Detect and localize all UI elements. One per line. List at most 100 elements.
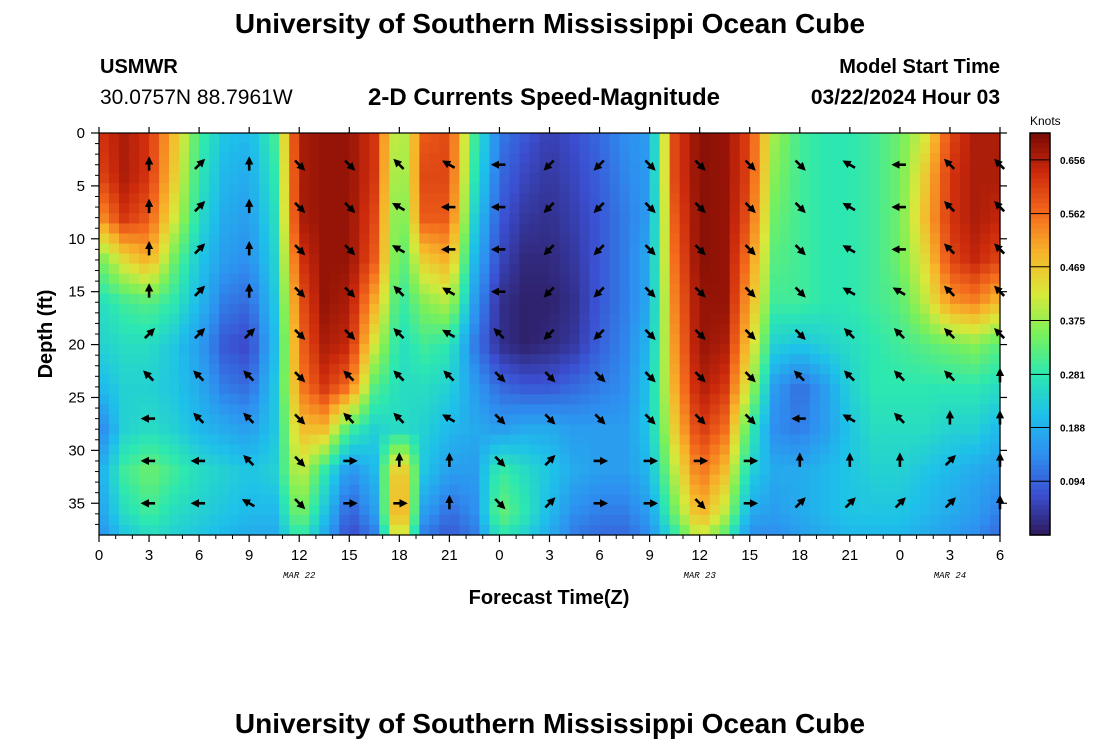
heatmap-cell [669,394,681,405]
heatmap-cell [409,143,420,154]
heatmap-cell [719,213,731,225]
heatmap-cell [729,404,741,415]
heatmap-cell [329,454,340,466]
heatmap-cell [779,263,791,275]
heatmap-cell [399,404,410,415]
heatmap-cell [419,293,430,305]
heatmap-cell [939,133,951,144]
date-label: MAR 23 [683,571,716,581]
heatmap-cell [589,524,601,536]
heatmap-cell [519,253,531,265]
heatmap-cell [919,414,931,426]
colorbar-segment [1030,278,1050,285]
heatmap-cell [539,253,551,265]
heatmap-cell [579,464,591,476]
heatmap-cell [959,233,971,245]
heatmap-cell [929,283,941,295]
heatmap-cell [789,143,801,154]
heatmap-cell [259,153,270,164]
heatmap-cell [269,303,280,315]
heatmap-cell [629,434,641,446]
heatmap-cell [179,213,190,225]
heatmap-cell [579,223,591,235]
heatmap-cell [949,374,961,385]
heatmap-cell [299,143,310,154]
heatmap-cell [99,514,110,526]
heatmap-cell [209,434,220,446]
heatmap-cell [969,243,981,255]
heatmap-cell [749,524,761,536]
heatmap-cell [339,283,350,295]
heatmap-cell [229,253,240,265]
current-vector-arrow [494,371,506,383]
heatmap-cell [339,243,350,255]
heatmap-cell [959,173,971,184]
heatmap-cell [819,193,831,204]
heatmap-cell [379,344,390,355]
heatmap-cell [949,263,961,275]
x-tick-label: 0 [495,547,503,564]
current-vector-arrow [393,285,405,297]
heatmap-cell [679,193,691,204]
heatmap-cell [739,253,751,265]
heatmap-cell [819,133,831,144]
heatmap-cell [99,203,110,214]
heatmap-cell [859,334,871,345]
heatmap-cell [289,153,300,164]
heatmap-cell [259,364,270,375]
heatmap-cell [159,193,170,204]
heatmap-cell [469,193,481,204]
heatmap-cell [969,474,981,486]
heatmap-cell [689,444,701,456]
heatmap-cell [779,273,791,285]
heatmap-cell [399,313,410,325]
heatmap-cell [159,394,170,405]
heatmap-cell [909,303,921,315]
heatmap-cell [349,374,360,385]
heatmap-cell [619,514,631,526]
heatmap-cell [279,263,290,275]
heatmap-cell [319,424,330,436]
heatmap-cell [179,163,190,174]
heatmap-cell [829,143,841,154]
heatmap-cell [169,243,180,255]
heatmap-cell [259,354,270,365]
heatmap-cell [499,143,511,154]
heatmap-cell [329,364,340,375]
heatmap-cell [519,384,531,395]
heatmap-cell [739,384,751,395]
heatmap-cell [909,243,921,255]
heatmap-cell [989,133,1001,144]
heatmap-cell [309,374,320,385]
heatmap-cell [459,374,471,385]
heatmap-cell [119,303,130,315]
heatmap-cell [509,183,521,194]
heatmap-cell [299,424,310,436]
heatmap-cell [269,454,280,466]
heatmap-cell [939,484,951,496]
heatmap-cell [689,153,701,164]
heatmap-cell [159,514,170,526]
heatmap-cell [249,494,260,506]
heatmap-cell [819,434,831,446]
heatmap-cell [969,303,981,315]
heatmap-cell [799,474,811,486]
heatmap-cell [809,253,821,265]
heatmap-cell [589,323,601,335]
heatmap-cell [109,334,120,345]
heatmap-cell [609,143,621,154]
heatmap-cell [709,494,721,506]
heatmap-cell [959,364,971,375]
colorbar-segment [1030,283,1050,290]
heatmap-cell [739,223,751,235]
heatmap-cell [319,364,330,375]
heatmap-cell [749,293,761,305]
heatmap-cell [139,524,150,536]
heatmap-cell [919,163,931,174]
heatmap-cell [339,173,350,184]
heatmap-cell [429,474,440,486]
heatmap-cell [449,223,460,235]
heatmap-cell [289,424,300,436]
colorbar-segment [1030,188,1050,194]
heatmap-cell [769,153,781,164]
